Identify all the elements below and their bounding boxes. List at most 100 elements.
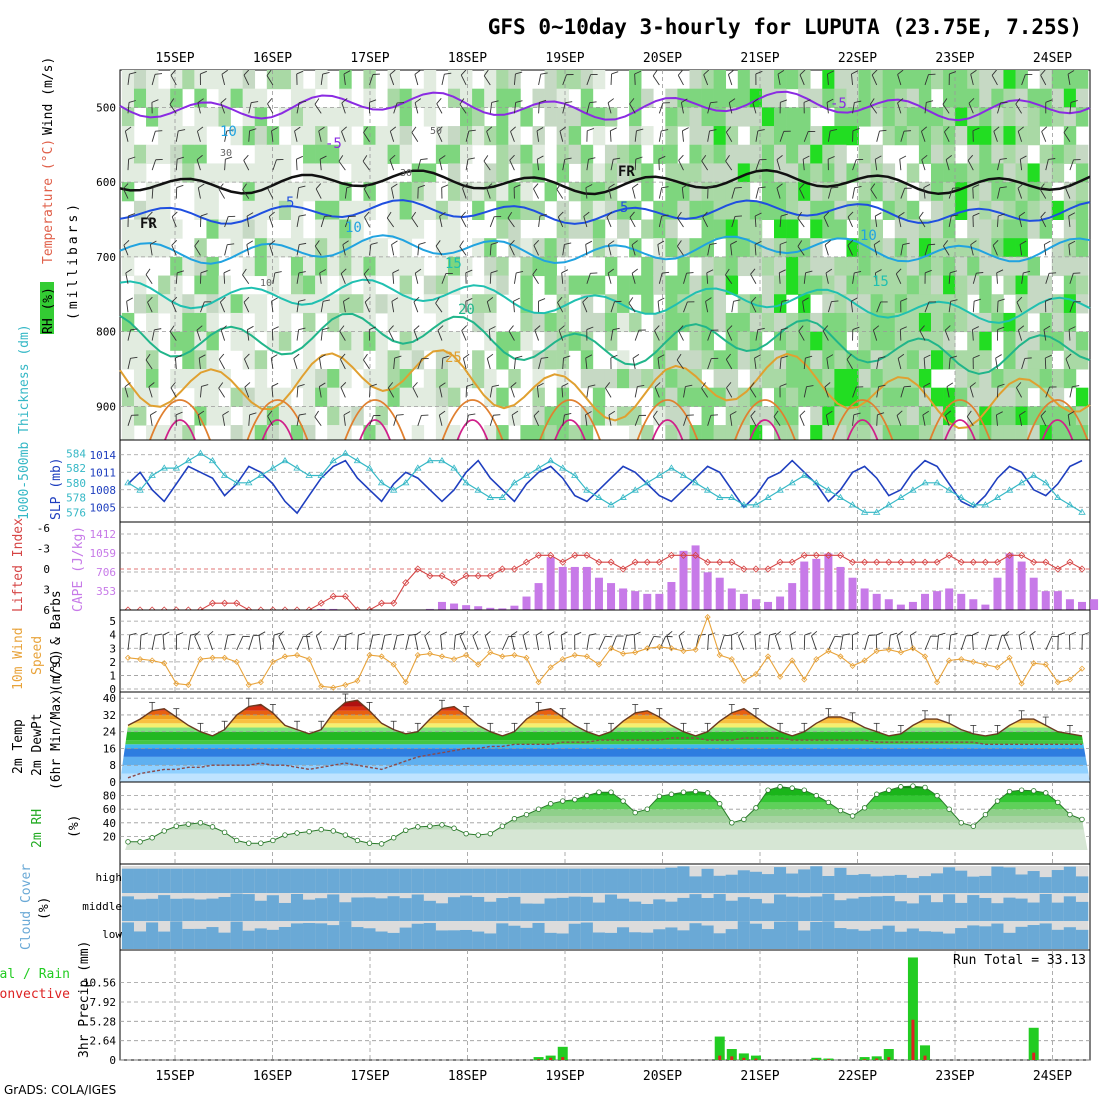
rh-shade-cell	[472, 88, 485, 108]
tick-label: middle	[82, 900, 122, 913]
rh-shade-cell	[882, 331, 896, 351]
rh-shade-cell	[435, 238, 449, 258]
wind-barb-flag	[175, 411, 183, 416]
rh-shade-cell	[834, 256, 847, 277]
wind-barb	[900, 386, 905, 398]
wind-barb-flag	[585, 354, 593, 359]
wind-barb	[683, 415, 688, 426]
rh-shade-cell	[701, 331, 714, 351]
wind-barb-flag	[875, 212, 882, 217]
wind-barb-flag	[854, 186, 862, 189]
wind-barb-flag	[854, 270, 862, 274]
wind-barb-flag	[949, 270, 957, 274]
wind-barb	[244, 386, 250, 398]
rh-shade-cell	[930, 144, 944, 164]
cloud-cell	[991, 866, 1004, 893]
rh-shade-cell	[339, 144, 352, 164]
rh-shade-cell	[665, 126, 678, 146]
wind-speed-marker	[1054, 679, 1061, 686]
wind-barb-flag	[534, 325, 541, 331]
cloud-cell	[906, 903, 920, 921]
rh-shade-cell	[411, 256, 425, 277]
rh-shade-cell	[894, 126, 908, 146]
tick-label: 20	[103, 830, 116, 843]
wind-barb	[773, 416, 781, 427]
rh-shade-cell	[943, 350, 956, 370]
rh-shade-cell	[761, 312, 775, 333]
cloud-cell	[242, 868, 256, 893]
wind-barb-flag	[896, 410, 903, 416]
wind-barb-flag	[903, 130, 911, 132]
wind-barb-flag	[966, 410, 972, 417]
cloud-cell	[278, 902, 292, 921]
wind-barb	[318, 386, 322, 398]
wind-barb	[629, 217, 636, 228]
rh-shade-cell	[1075, 275, 1089, 295]
rh-shade-cell	[725, 312, 739, 333]
rh-shade-cell	[629, 88, 642, 108]
cloud-cell	[230, 893, 243, 921]
rh-marker	[403, 827, 409, 833]
wind-barb	[847, 216, 853, 228]
rh-shade-cell	[133, 294, 147, 314]
rh-shade-cell	[242, 406, 256, 426]
wind-barb-flag	[242, 268, 247, 276]
wind-barb	[386, 217, 395, 228]
warm-contour	[149, 399, 211, 441]
thickness-marker	[341, 449, 350, 456]
rh-shade-cell	[146, 350, 159, 370]
wind-barb-flag	[944, 325, 951, 331]
rh-marker	[656, 793, 663, 799]
wind-barb-flag	[539, 213, 547, 217]
cloud-cell	[689, 876, 702, 893]
tick-label: 0	[109, 683, 116, 696]
wind-barb	[459, 104, 467, 114]
rh-legend-swatch	[40, 282, 54, 334]
wind-barb	[984, 635, 990, 651]
rh-shade-cell	[399, 275, 413, 295]
rh-marker	[644, 806, 650, 812]
tick-label: 706	[96, 566, 116, 579]
wind-barb-flag	[176, 184, 184, 188]
rh-shade-cell	[834, 312, 847, 333]
rh-shade-cell	[604, 163, 618, 183]
wind-barb	[779, 329, 782, 341]
wind-barb	[586, 635, 590, 651]
cloud-cell	[737, 870, 751, 893]
rh-shade-cell	[1015, 88, 1028, 108]
thickness-marker	[1005, 486, 1014, 493]
wind-speed-marker	[571, 652, 578, 659]
tick-label: 40	[103, 817, 116, 830]
cloud-cell	[339, 868, 352, 893]
wind-barb	[702, 216, 709, 228]
wind-barb	[703, 74, 709, 86]
li-marker	[329, 592, 337, 600]
wind-barb	[847, 245, 853, 256]
wind-barb	[171, 216, 177, 228]
rh-marker	[765, 787, 771, 793]
rh-shade-cell	[677, 312, 690, 333]
wind-barb-flag	[468, 129, 476, 132]
rh-shade-cell	[435, 275, 449, 295]
rh-shade-cell	[1039, 406, 1053, 426]
cloud-cell	[303, 868, 316, 893]
wind-barb	[802, 159, 805, 171]
wind-barb	[533, 188, 539, 199]
rh-band	[120, 795, 1090, 803]
rh-shade-cell	[339, 331, 352, 351]
rh-shade-cell	[918, 70, 932, 90]
rh-shade-cell	[315, 163, 328, 183]
rh-shade-cell	[182, 126, 195, 146]
rh-shade-cell	[315, 200, 328, 220]
wind-barb-flag	[472, 630, 479, 637]
rh-shade-cell	[484, 238, 497, 258]
rh-shade-cell	[544, 70, 557, 90]
cloud-cell	[254, 868, 268, 893]
wind-barb-flag	[724, 634, 732, 637]
wind-barb-flag	[322, 327, 330, 331]
wind-barb-flag	[397, 633, 405, 636]
wind-barb-flag	[605, 382, 611, 389]
rh-shade-cell	[943, 144, 956, 164]
rh-shade-cell	[918, 425, 932, 445]
rh-shade-cell	[580, 406, 594, 426]
